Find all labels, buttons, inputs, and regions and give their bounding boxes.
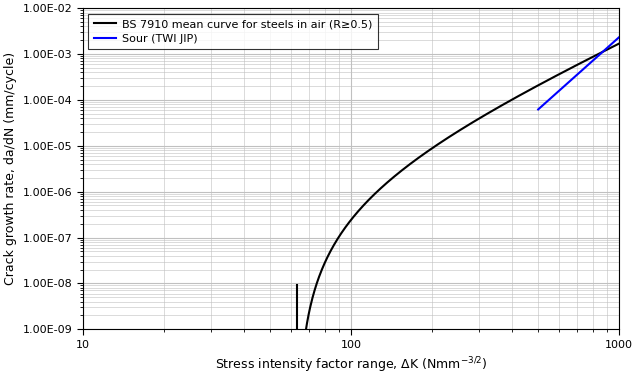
Legend: BS 7910 mean curve for steels in air (R≥0.5), Sour (TWI JIP): BS 7910 mean curve for steels in air (R≥… bbox=[89, 14, 378, 49]
Sour (TWI JIP) bbox=[582, 64, 590, 69]
BS 7910 mean curve for steels in air (R≥0.5) bbox=[359, 204, 367, 208]
Line: Sour (TWI JIP): Sour (TWI JIP) bbox=[538, 38, 619, 110]
Y-axis label: Crack growth rate, da/dN (mm/cycle): Crack growth rate, da/dN (mm/cycle) bbox=[4, 52, 17, 285]
BS 7910 mean curve for steels in air (R≥0.5) bbox=[612, 43, 619, 48]
Sour (TWI JIP) bbox=[615, 35, 622, 40]
Sour (TWI JIP) bbox=[534, 107, 542, 112]
Sour (TWI JIP) bbox=[608, 41, 616, 45]
Sour (TWI JIP) bbox=[611, 39, 619, 43]
X-axis label: Stress intensity factor range, ΔK (Nmm$^{-3/2}$): Stress intensity factor range, ΔK (Nmm$^… bbox=[215, 355, 487, 375]
BS 7910 mean curve for steels in air (R≥0.5) bbox=[612, 43, 619, 48]
Line: BS 7910 mean curve for steels in air (R≥0.5): BS 7910 mean curve for steels in air (R≥… bbox=[297, 44, 619, 379]
BS 7910 mean curve for steels in air (R≥0.5) bbox=[615, 41, 622, 46]
Sour (TWI JIP) bbox=[576, 70, 583, 75]
Sour (TWI JIP) bbox=[550, 93, 557, 98]
BS 7910 mean curve for steels in air (R≥0.5) bbox=[533, 84, 541, 88]
Sour (TWI JIP) bbox=[553, 91, 561, 95]
BS 7910 mean curve for steels in air (R≥0.5) bbox=[539, 81, 547, 85]
BS 7910 mean curve for steels in air (R≥0.5) bbox=[589, 55, 597, 59]
